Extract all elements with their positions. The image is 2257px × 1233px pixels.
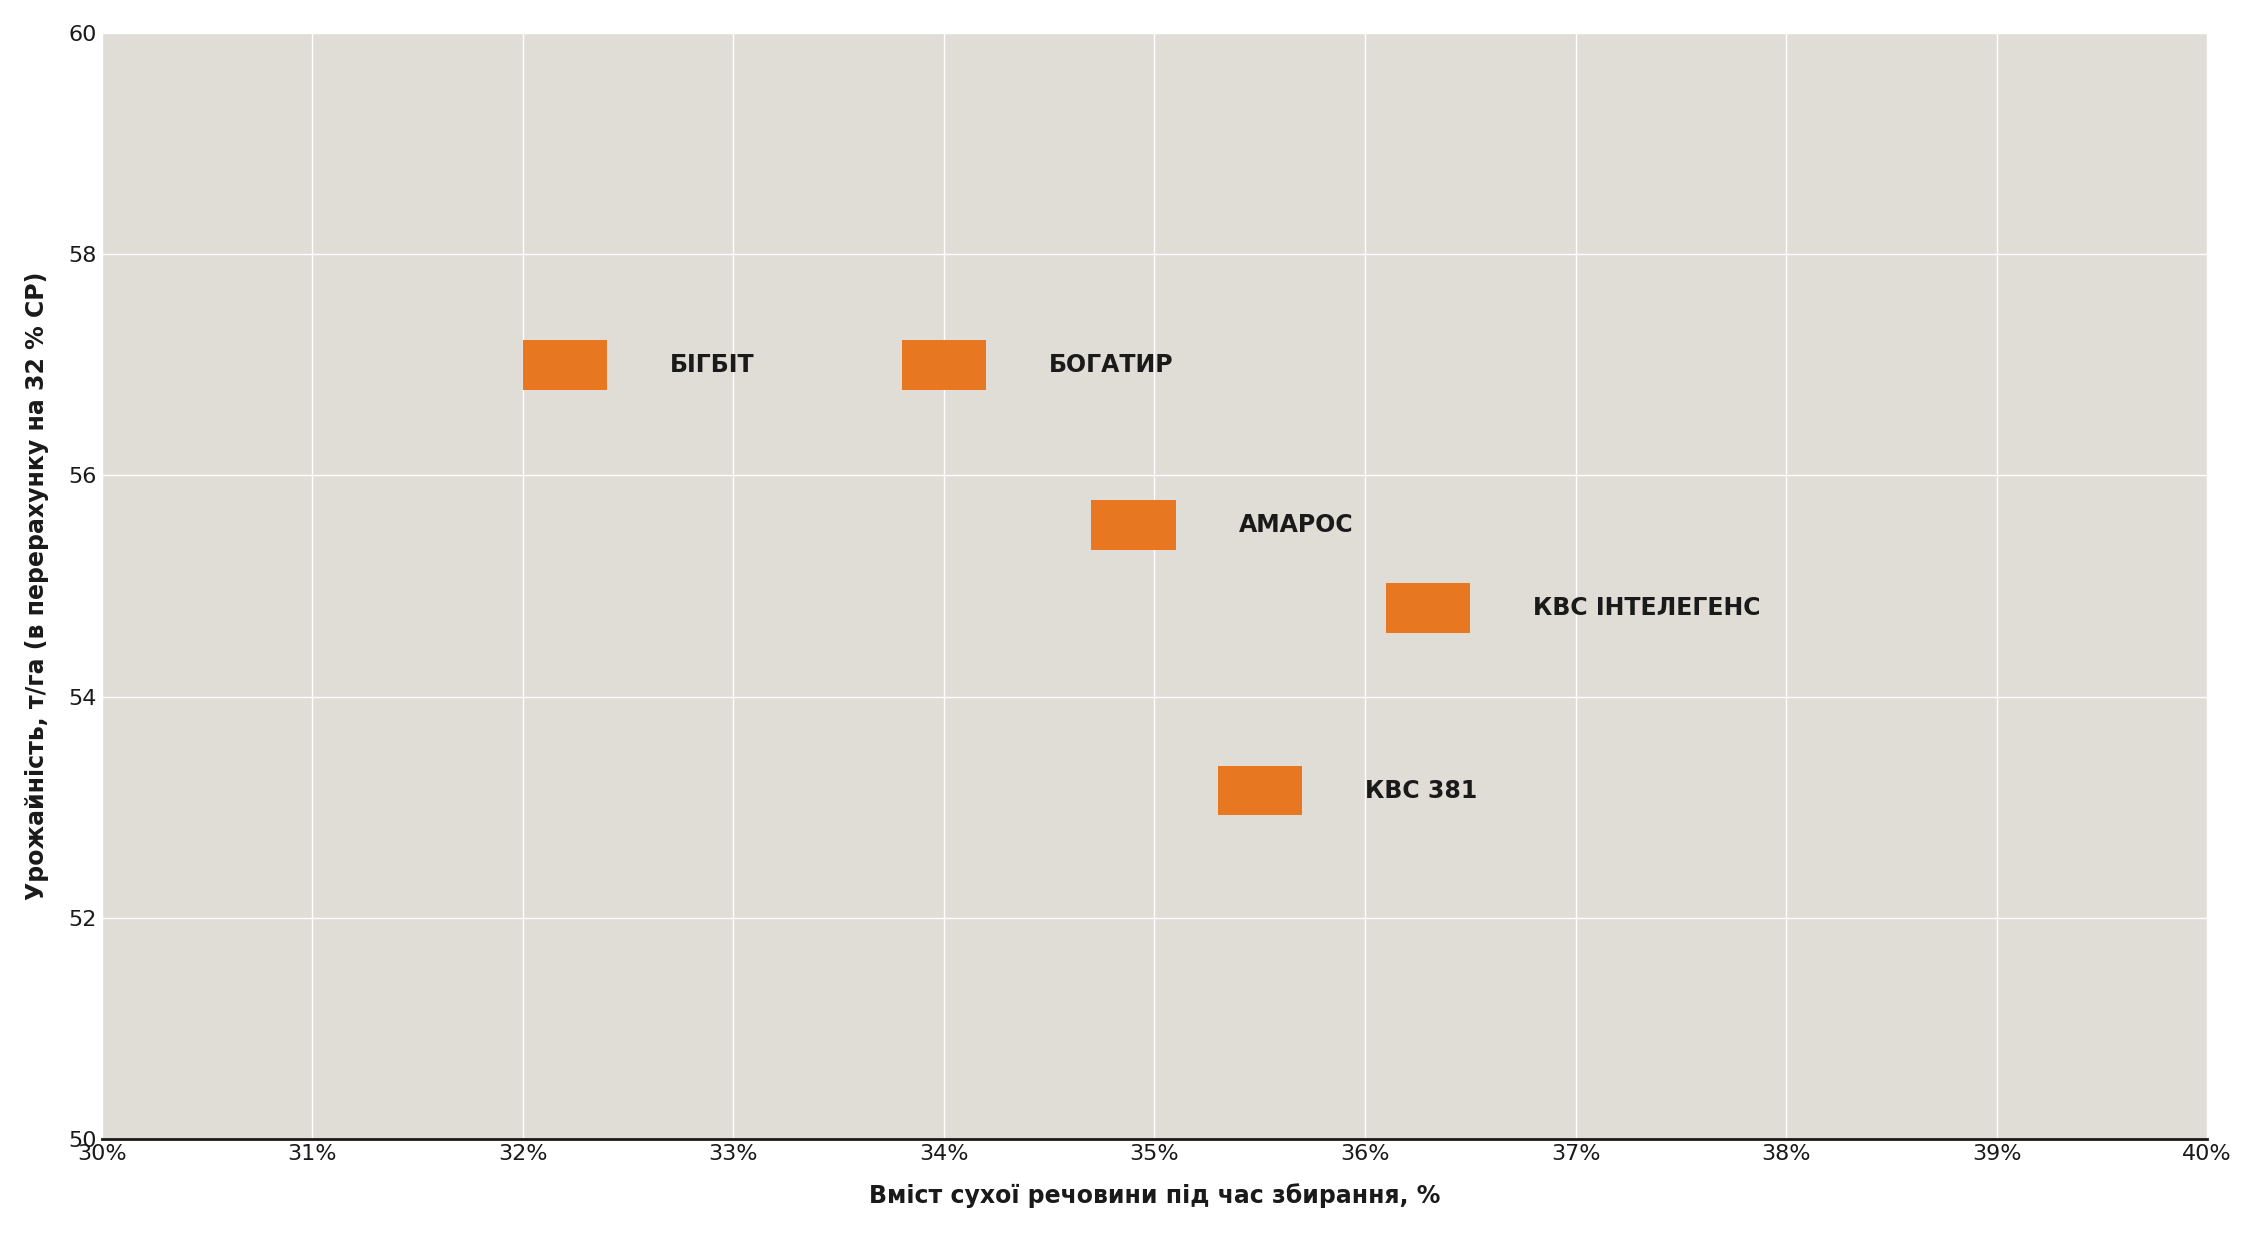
Bar	[1386, 583, 1469, 633]
Text: БОГАТИР: БОГАТИР	[1050, 353, 1174, 377]
Text: АМАРОС: АМАРОС	[1239, 513, 1354, 538]
Text: КВС ІНТЕЛЕГЕНС: КВС ІНТЕЛЕГЕНС	[1533, 596, 1760, 620]
Bar	[903, 340, 986, 390]
Text: КВС 381: КВС 381	[1365, 778, 1478, 803]
Bar	[1219, 766, 1302, 815]
Text: БІГБІТ: БІГБІТ	[670, 353, 754, 377]
X-axis label: Вміст сухої речовини під час збирання, %: Вміст сухої речовини під час збирання, %	[869, 1184, 1440, 1208]
Bar	[1092, 501, 1176, 550]
Bar	[524, 340, 607, 390]
Y-axis label: Урожайність, т/га (в перерахунку на 32 % СР): Урожайність, т/га (в перерахунку на 32 %…	[25, 271, 50, 900]
